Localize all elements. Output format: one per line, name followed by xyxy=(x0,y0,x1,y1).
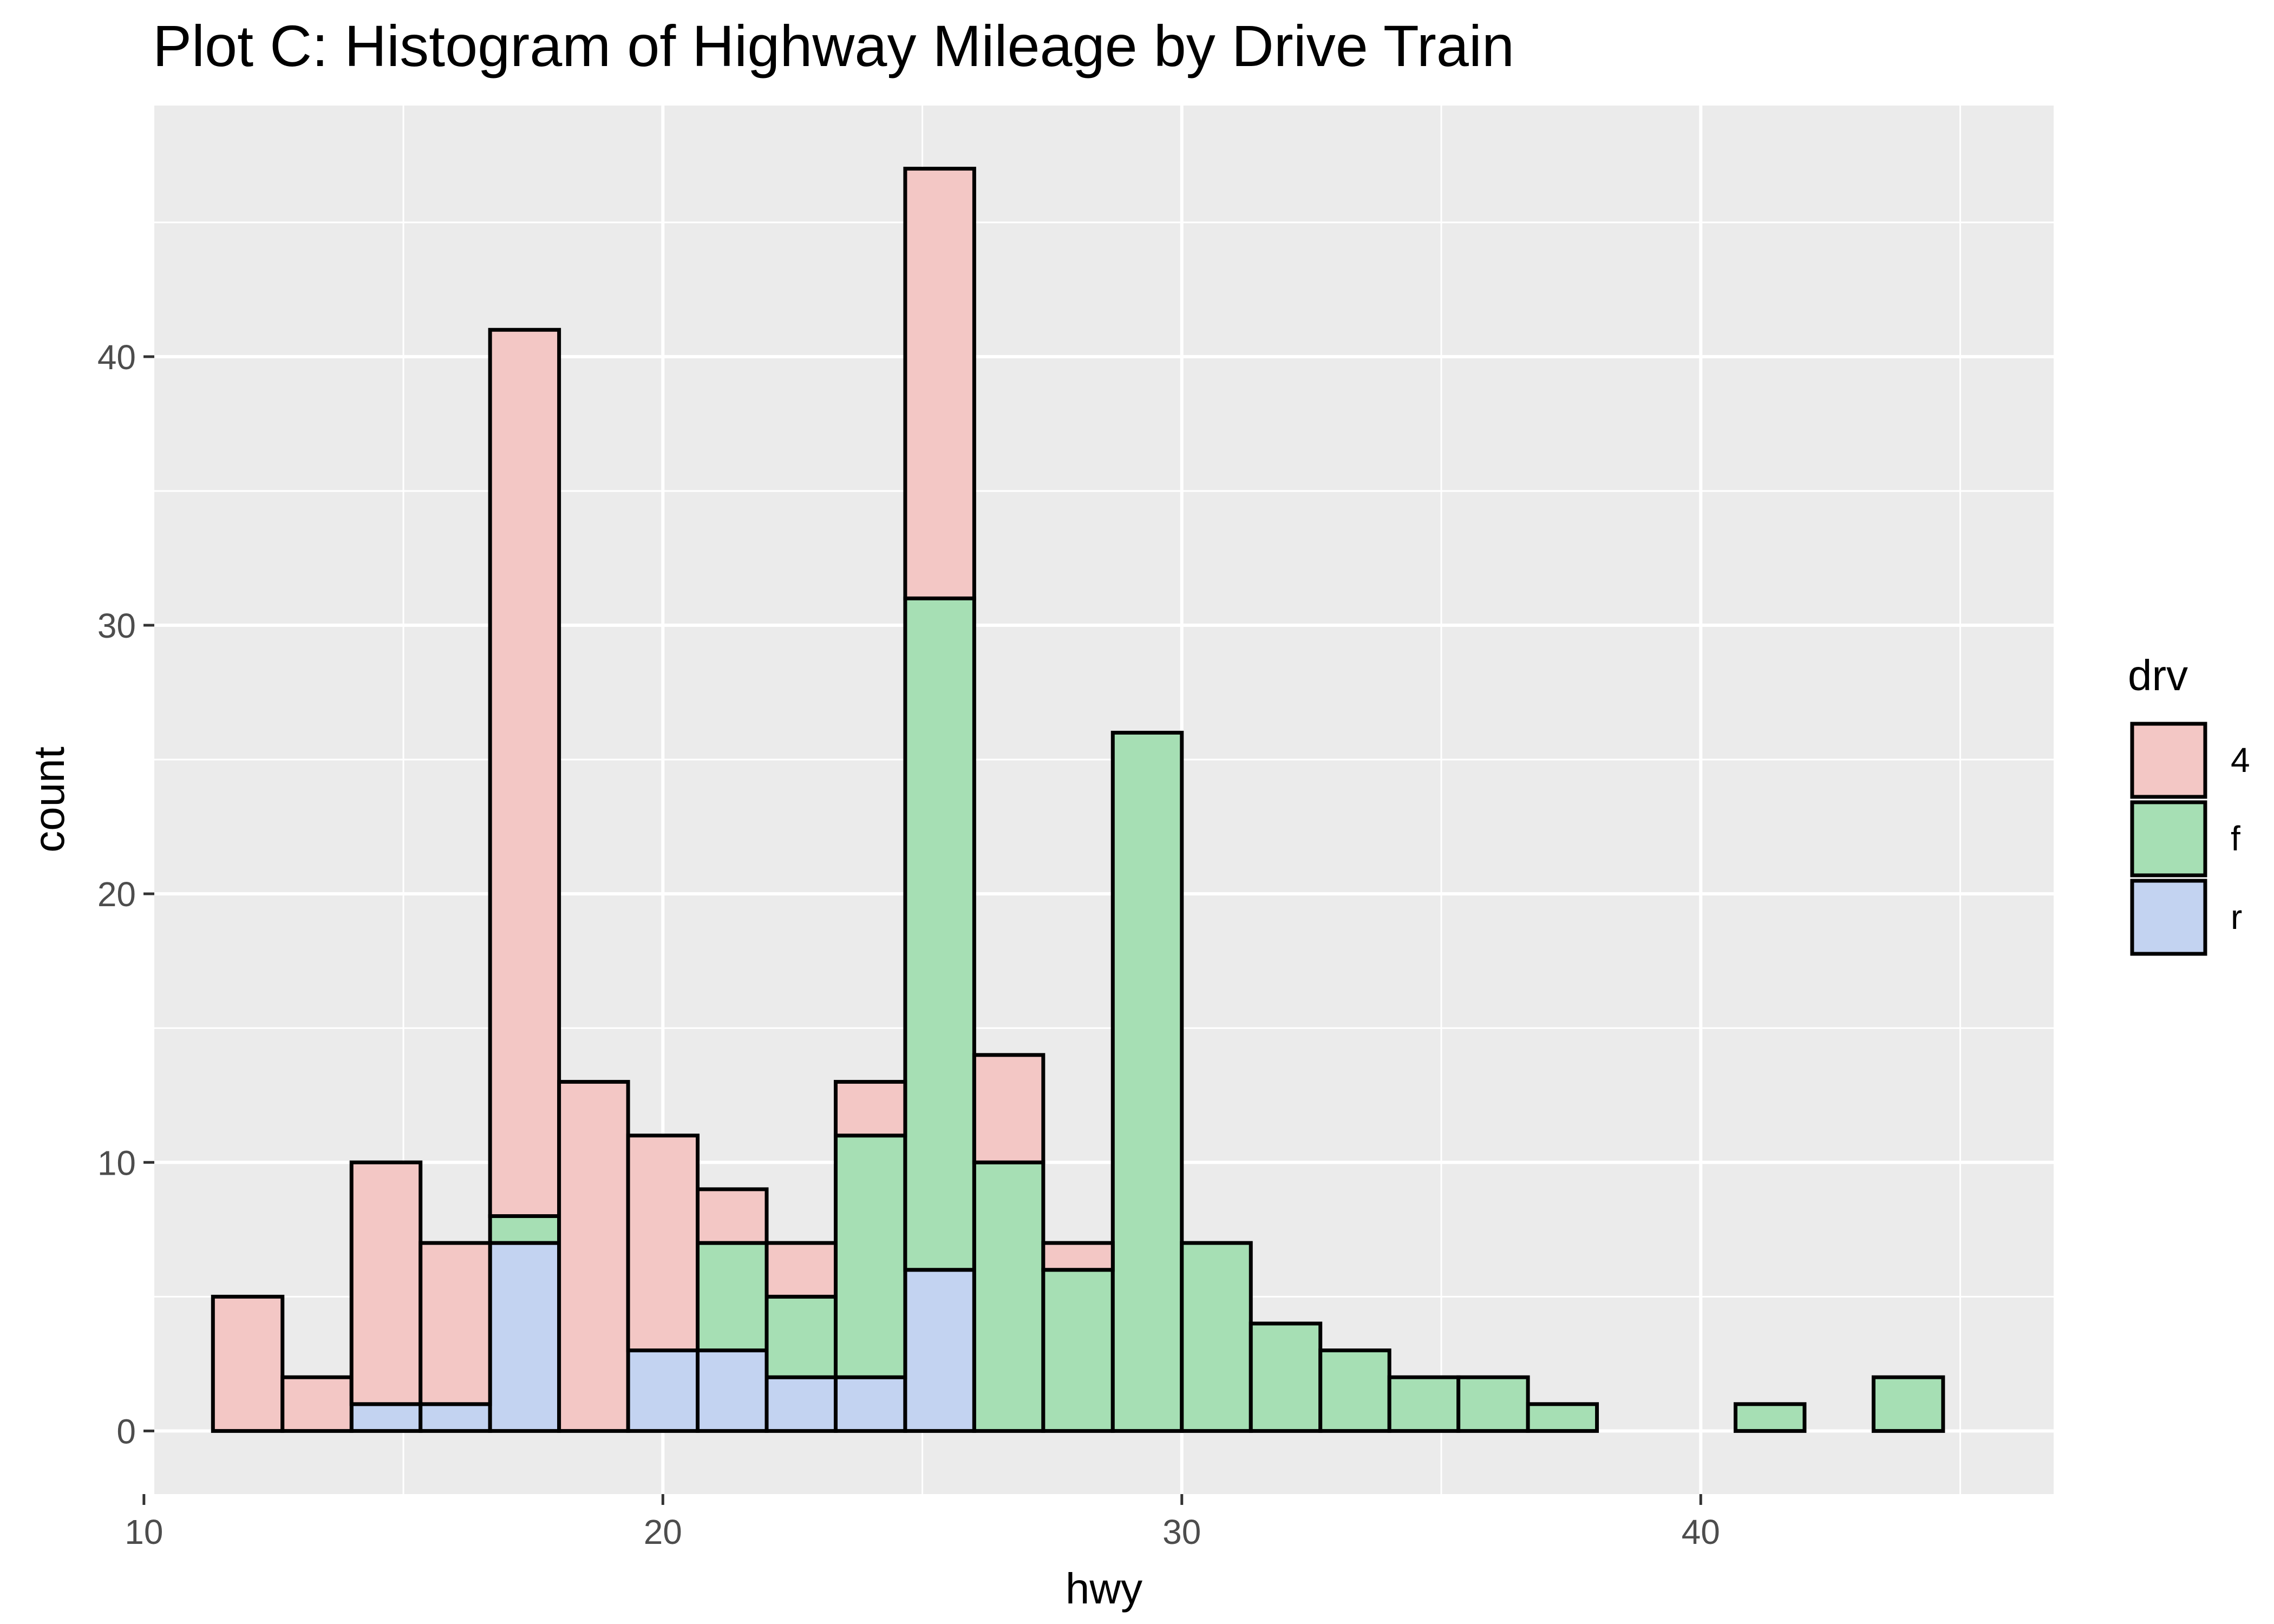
legend-item-4: 4 xyxy=(2130,722,2250,799)
histogram-bar-f xyxy=(1387,1375,1461,1433)
y-tick-label: 0 xyxy=(116,1412,136,1451)
histogram-bar-f xyxy=(903,596,976,1272)
x-tick-label: 40 xyxy=(1682,1512,1720,1551)
y-tick-label: 20 xyxy=(97,875,136,914)
y-tick-label: 30 xyxy=(97,606,136,645)
histogram-bar-f xyxy=(972,1160,1045,1433)
histogram-bar-4 xyxy=(764,1241,838,1299)
y-tick-label: 40 xyxy=(97,338,136,377)
y-axis-ticks: 0 10 20 30 40 xyxy=(97,338,154,1451)
histogram-bar-f xyxy=(1526,1402,1599,1433)
legend-key-f xyxy=(2130,800,2207,878)
x-axis-title: hwy xyxy=(1066,1564,1142,1613)
histogram-bar-4 xyxy=(419,1241,492,1406)
histogram-bar-f xyxy=(1110,730,1184,1433)
histogram-bar-4 xyxy=(972,1053,1045,1164)
histogram-bar-4 xyxy=(696,1187,769,1245)
histogram-bar-r xyxy=(419,1402,492,1433)
legend-key-4 xyxy=(2130,722,2207,799)
y-tick-label: 10 xyxy=(97,1143,136,1182)
legend-label-4: 4 xyxy=(2231,741,2250,780)
histogram-bar-4 xyxy=(488,328,561,1219)
histogram-bar-f xyxy=(1733,1402,1807,1433)
histogram-bars xyxy=(211,167,1945,1433)
histogram-bar-r xyxy=(833,1375,907,1433)
legend-item-f: f xyxy=(2130,800,2240,878)
histogram-bar-4 xyxy=(626,1134,700,1353)
histogram-bar-f xyxy=(1180,1241,1253,1433)
histogram-bar-f xyxy=(1318,1348,1391,1433)
x-tick-label: 30 xyxy=(1162,1512,1201,1551)
histogram-bar-f xyxy=(696,1241,769,1353)
histogram-bar-r xyxy=(764,1375,838,1433)
legend-title: drv xyxy=(2128,651,2188,699)
histogram-bar-r xyxy=(349,1402,423,1433)
legend: drv 4 f r xyxy=(2128,651,2250,956)
x-tick-label: 20 xyxy=(644,1512,682,1551)
legend-label-f: f xyxy=(2231,819,2240,858)
histogram-bar-4 xyxy=(557,1079,630,1433)
histogram-bar-f xyxy=(1249,1321,1323,1433)
histogram-bar-4 xyxy=(903,167,976,600)
histogram-bar-4 xyxy=(211,1294,285,1433)
histogram-bar-f xyxy=(1456,1375,1530,1433)
x-axis-ticks: 10 20 30 40 xyxy=(125,1494,1720,1551)
legend-label-r: r xyxy=(2231,898,2242,937)
histogram-bar-f xyxy=(488,1214,561,1245)
histogram-bar-r xyxy=(626,1348,700,1433)
histogram-bar-4 xyxy=(833,1079,907,1138)
histogram-bar-r xyxy=(903,1268,976,1433)
histogram-bar-4 xyxy=(280,1375,354,1433)
legend-key-r xyxy=(2130,879,2207,956)
histogram-bar-r xyxy=(696,1348,769,1433)
histogram-bar-4 xyxy=(1041,1241,1115,1272)
legend-item-r: r xyxy=(2130,879,2242,956)
histogram-bar-f xyxy=(1871,1375,1945,1433)
histogram-bar-r xyxy=(488,1241,561,1433)
x-tick-label: 10 xyxy=(125,1512,163,1551)
histogram-bar-f xyxy=(764,1294,838,1379)
histogram-bar-f xyxy=(833,1134,907,1379)
histogram-bar-f xyxy=(1041,1268,1115,1433)
chart-title: Plot C: Histogram of Highway Mileage by … xyxy=(153,13,1514,78)
histogram-bar-4 xyxy=(349,1160,423,1406)
y-axis-title: count xyxy=(25,746,73,853)
